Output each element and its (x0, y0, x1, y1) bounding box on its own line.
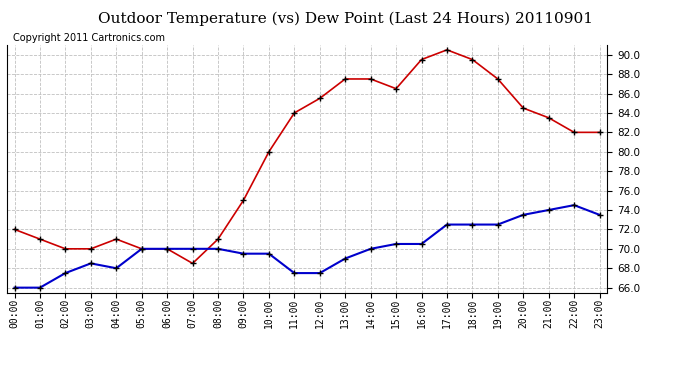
Text: Outdoor Temperature (vs) Dew Point (Last 24 Hours) 20110901: Outdoor Temperature (vs) Dew Point (Last… (97, 11, 593, 26)
Text: Copyright 2011 Cartronics.com: Copyright 2011 Cartronics.com (13, 33, 165, 42)
